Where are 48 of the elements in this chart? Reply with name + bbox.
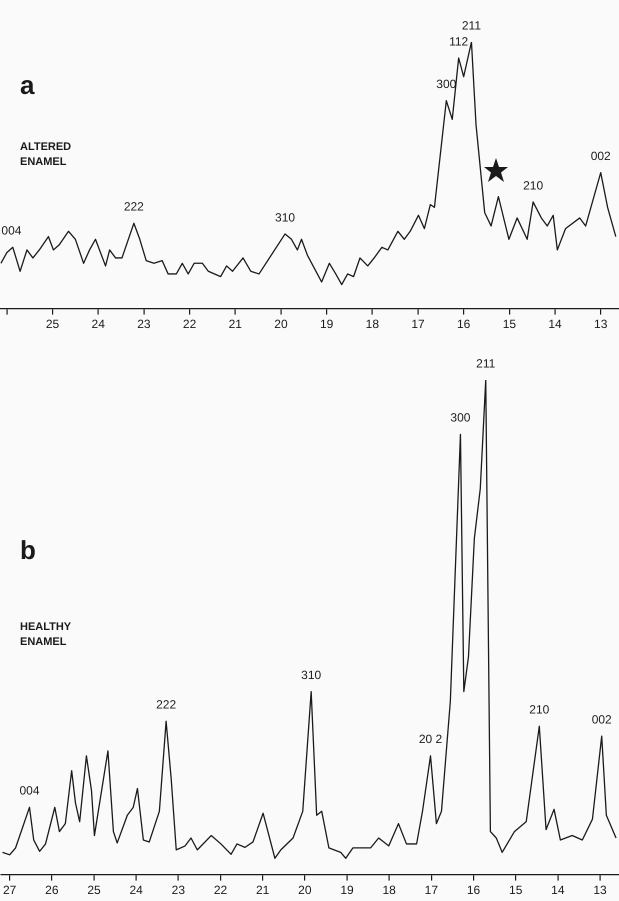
x-tick-label: 26 bbox=[45, 883, 59, 898]
x-tick-label: 16 bbox=[466, 883, 481, 898]
annotation: 211 bbox=[476, 356, 496, 370]
annotation: 002 bbox=[592, 712, 612, 726]
text: ALTERED ENAMEL bbox=[20, 140, 72, 170]
x-tick-label: 19 bbox=[320, 317, 334, 332]
annotation: 222 bbox=[156, 698, 176, 712]
annotation: 310 bbox=[301, 668, 322, 682]
annotation: 300 bbox=[436, 76, 457, 91]
annotation: 300 bbox=[450, 410, 471, 425]
x-tick-label: 20 bbox=[298, 883, 312, 898]
x-tick-label: 21 bbox=[256, 883, 270, 898]
x-tick-label: 17 bbox=[424, 883, 438, 898]
text: HEALTHY ENAMEL bbox=[20, 620, 72, 650]
annotation: 210 bbox=[523, 178, 544, 192]
x-tick-label: 22 bbox=[214, 883, 228, 898]
annotation: 004 bbox=[1, 224, 22, 238]
x-tick-label: 16 bbox=[457, 317, 471, 332]
annotation: 004 bbox=[19, 784, 40, 798]
x-tick-label: 25 bbox=[46, 317, 60, 332]
text: a bbox=[20, 70, 34, 101]
x-tick-label: 20 bbox=[274, 317, 288, 332]
text: b bbox=[20, 535, 36, 566]
x-tick-label: 18 bbox=[366, 317, 380, 332]
x-tick-label: 15 bbox=[509, 883, 523, 898]
x-tick-label: 19 bbox=[340, 883, 354, 898]
x-tick-label: 14 bbox=[548, 317, 562, 332]
annotation: 112 bbox=[449, 34, 469, 48]
x-tick-label: 13 bbox=[593, 883, 608, 898]
x-tick-label: 24 bbox=[92, 317, 106, 332]
annotation: 002 bbox=[590, 148, 612, 163]
annotation: 222 bbox=[124, 200, 144, 214]
x-tick-label: 22 bbox=[182, 317, 197, 332]
annotation: 310 bbox=[275, 210, 296, 224]
x-tick-label: 17 bbox=[411, 317, 425, 332]
x-tick-label: 13 bbox=[594, 317, 608, 332]
x-tick-label: 24 bbox=[130, 883, 144, 898]
x-tick-label: 14 bbox=[551, 883, 565, 898]
x-tick-label: 27 bbox=[2, 883, 17, 898]
annotation: 211 bbox=[462, 18, 482, 32]
x-tick-label: 23 bbox=[137, 317, 151, 332]
x-tick-label: 23 bbox=[172, 883, 186, 898]
annotation: 210 bbox=[529, 702, 550, 717]
x-tick-label: 15 bbox=[502, 317, 516, 332]
x-tick-label: 25 bbox=[87, 883, 102, 898]
x-tick-label: 18 bbox=[382, 883, 396, 898]
x-tick-label: 21 bbox=[228, 317, 242, 332]
annotation: 20 2 bbox=[418, 732, 443, 746]
